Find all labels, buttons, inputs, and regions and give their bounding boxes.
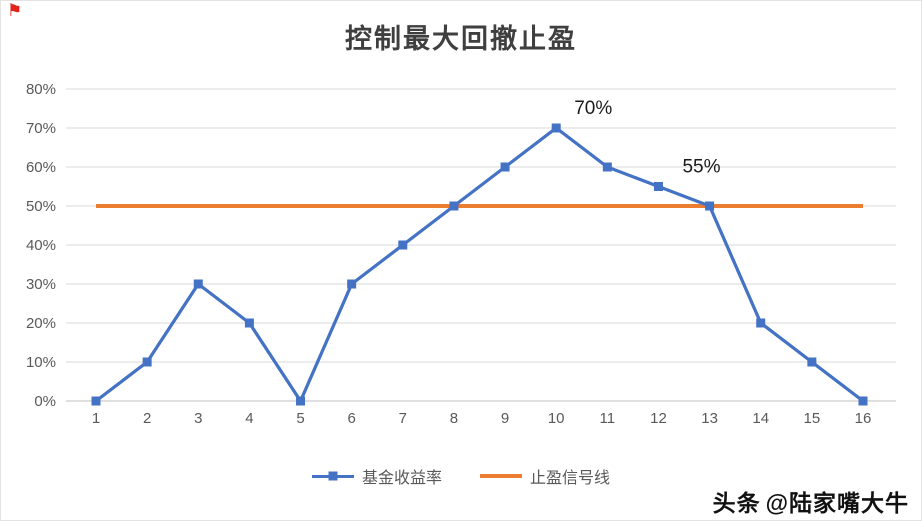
y-axis-tick-label: 50% bbox=[26, 198, 56, 215]
x-axis-tick-label: 4 bbox=[245, 410, 253, 427]
legend-item-series: 基金收益率 bbox=[311, 464, 442, 488]
y-axis-tick-label: 30% bbox=[26, 276, 56, 293]
x-axis-tick-label: 5 bbox=[296, 410, 304, 427]
x-axis-tick-label: 14 bbox=[752, 410, 769, 427]
series-marker bbox=[244, 318, 254, 328]
series-marker bbox=[602, 162, 612, 172]
series-marker-swatch-icon bbox=[328, 471, 338, 481]
series-line-swatch-icon bbox=[311, 471, 354, 481]
y-axis-tick-label: 70% bbox=[26, 120, 56, 137]
series-marker bbox=[91, 396, 101, 406]
series-marker bbox=[296, 396, 306, 406]
x-axis-tick-label: 1 bbox=[92, 410, 100, 427]
series-marker bbox=[398, 240, 408, 250]
x-axis-tick-label: 2 bbox=[143, 410, 151, 427]
line-chart: 0%10%20%30%40%50%60%70%80%1 2 3 4 5 6 7 8 9 10 11 1… bbox=[26, 81, 896, 427]
series-line bbox=[95, 126, 864, 403]
watermark-brand: 头条 bbox=[712, 490, 761, 516]
chart-legend: 基金收益率 止盈信号线 bbox=[1, 464, 921, 488]
series-marker bbox=[193, 279, 203, 289]
x-axis-tick-label: 13 bbox=[701, 410, 718, 427]
data-label: 70% bbox=[574, 98, 612, 119]
series-marker bbox=[500, 162, 510, 172]
series-marker bbox=[347, 279, 357, 289]
x-axis-tick-label: 8 bbox=[450, 410, 458, 427]
legend-label-signal: 止盈信号线 bbox=[530, 470, 611, 487]
legend-item-signal: 止盈信号线 bbox=[480, 464, 610, 488]
legend-label-series: 基金收益率 bbox=[361, 470, 442, 487]
series-marker bbox=[551, 123, 561, 133]
series-marker bbox=[756, 318, 766, 328]
series-marker bbox=[142, 357, 152, 367]
x-axis-tick-label: 3 bbox=[194, 410, 202, 427]
y-axis-tick-label: 0% bbox=[34, 393, 56, 410]
x-axis-tick-label: 12 bbox=[650, 410, 667, 427]
x-axis-tick-label: 16 bbox=[855, 410, 872, 427]
y-axis-tick-label: 80% bbox=[26, 81, 56, 98]
corner-flag-icon: ⚑ bbox=[7, 1, 23, 21]
series-marker bbox=[705, 201, 715, 211]
chart-title: 控制最大回撤止盈 bbox=[345, 24, 577, 54]
y-axis-tick-label: 40% bbox=[26, 237, 56, 254]
series-marker bbox=[807, 357, 817, 367]
data-label: 55% bbox=[682, 157, 720, 178]
x-axis-tick-label: 7 bbox=[399, 410, 407, 427]
x-axis-tick-label: 11 bbox=[600, 410, 616, 427]
series-marker bbox=[449, 201, 459, 211]
x-axis-tick-label: 6 bbox=[347, 410, 355, 427]
y-axis-tick-label: 10% bbox=[26, 354, 56, 371]
watermark-handle: @陆家嘴大牛 bbox=[765, 490, 909, 516]
signal-line-swatch-icon bbox=[480, 474, 522, 478]
y-axis-tick-label: 60% bbox=[26, 159, 56, 176]
y-axis-tick-label: 20% bbox=[26, 315, 56, 332]
x-axis-tick-label: 15 bbox=[804, 410, 821, 427]
watermark: 头条 @陆家嘴大牛 bbox=[713, 484, 909, 518]
series-marker bbox=[858, 396, 868, 406]
x-axis-tick-label: 10 bbox=[548, 410, 565, 427]
x-axis-tick-label: 9 bbox=[501, 410, 509, 427]
series-marker bbox=[653, 182, 663, 191]
